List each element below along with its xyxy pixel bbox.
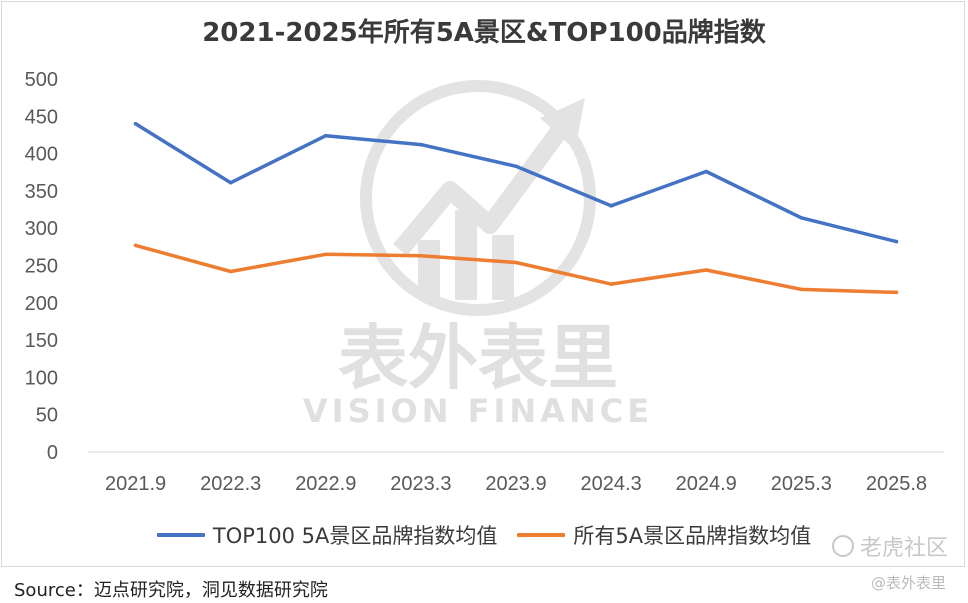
legend: TOP100 5A景区品牌指数均值 所有5A景区品牌指数均值 [0,520,968,550]
platform-watermark: 老虎社区 [832,530,948,562]
y-tick-label: 150 [25,330,58,352]
series-0-point [419,143,423,147]
legend-item-all: 所有5A景区品牌指数均值 [517,520,811,550]
series-1-point [229,270,233,274]
series-layer [134,122,898,294]
x-tick-label: 2023.3 [390,473,451,495]
watermark-bar-icon [455,210,477,300]
x-tick-label: 2025.8 [866,473,927,495]
y-tick-label: 400 [25,144,58,166]
platform-watermark-text: 老虎社区 [860,530,948,562]
series-line-1 [136,245,897,292]
source-note: Source：迈点研究院，洞见数据研究院 [14,576,328,602]
tiger-logo-icon [832,535,854,557]
y-tick-label: 300 [25,218,58,240]
chart-title: 2021-2025年所有5A景区&TOP100品牌指数 [0,12,968,49]
series-0-point [134,122,138,126]
legend-swatch-all [517,533,565,537]
watermark-bar-icon [492,235,514,300]
x-tick-label: 2024.3 [581,473,642,495]
x-tick-label: 2025.3 [771,473,832,495]
series-1-point [704,268,708,272]
y-tick-label: 100 [25,367,58,389]
series-0-point [229,181,233,185]
watermark-arrow-icon [400,130,560,250]
x-tick-label: 2021.9 [105,473,166,495]
y-axis: 0 50 100 150 200 250 300 350 400 450 500 [25,69,58,464]
y-tick-label: 500 [25,69,58,91]
series-1-point [324,253,328,257]
series-0-point [704,170,708,174]
y-tick-label: 450 [25,106,58,128]
series-0-point [324,134,328,138]
watermark-text-en: VISION FINANCE [303,392,653,430]
legend-swatch-top100 [157,533,205,537]
x-tick-label: 2024.9 [676,473,737,495]
legend-label-top100: TOP100 5A景区品牌指数均值 [213,520,498,550]
series-1-point [514,261,518,265]
series-0-point [514,164,518,168]
x-axis: 2021.9 2022.3 2022.9 2023.3 2023.9 2024.3 2024… [88,452,944,495]
legend-label-all: 所有5A景区品牌指数均值 [573,520,811,550]
y-tick-label: 50 [36,405,58,427]
series-0-point [895,240,899,244]
series-1-point [419,254,423,258]
series-1-point [134,244,138,248]
legend-item-top100: TOP100 5A景区品牌指数均值 [157,520,498,550]
series-0-point [800,216,804,220]
y-tick-label: 0 [47,442,58,464]
series-1-point [895,291,899,295]
series-1-point [800,288,804,292]
watermark-text-cn: 表外表里 [338,317,618,399]
y-tick-label: 250 [25,256,58,278]
series-1-point [609,282,613,286]
watermark-bar-icon [418,240,440,300]
account-watermark: @表外表里 [871,572,946,593]
y-tick-label: 350 [25,181,58,203]
x-tick-label: 2023.9 [485,473,546,495]
y-tick-label: 200 [25,293,58,315]
x-tick-label: 2022.3 [200,473,261,495]
series-0-point [609,204,613,208]
x-tick-label: 2022.9 [295,473,356,495]
